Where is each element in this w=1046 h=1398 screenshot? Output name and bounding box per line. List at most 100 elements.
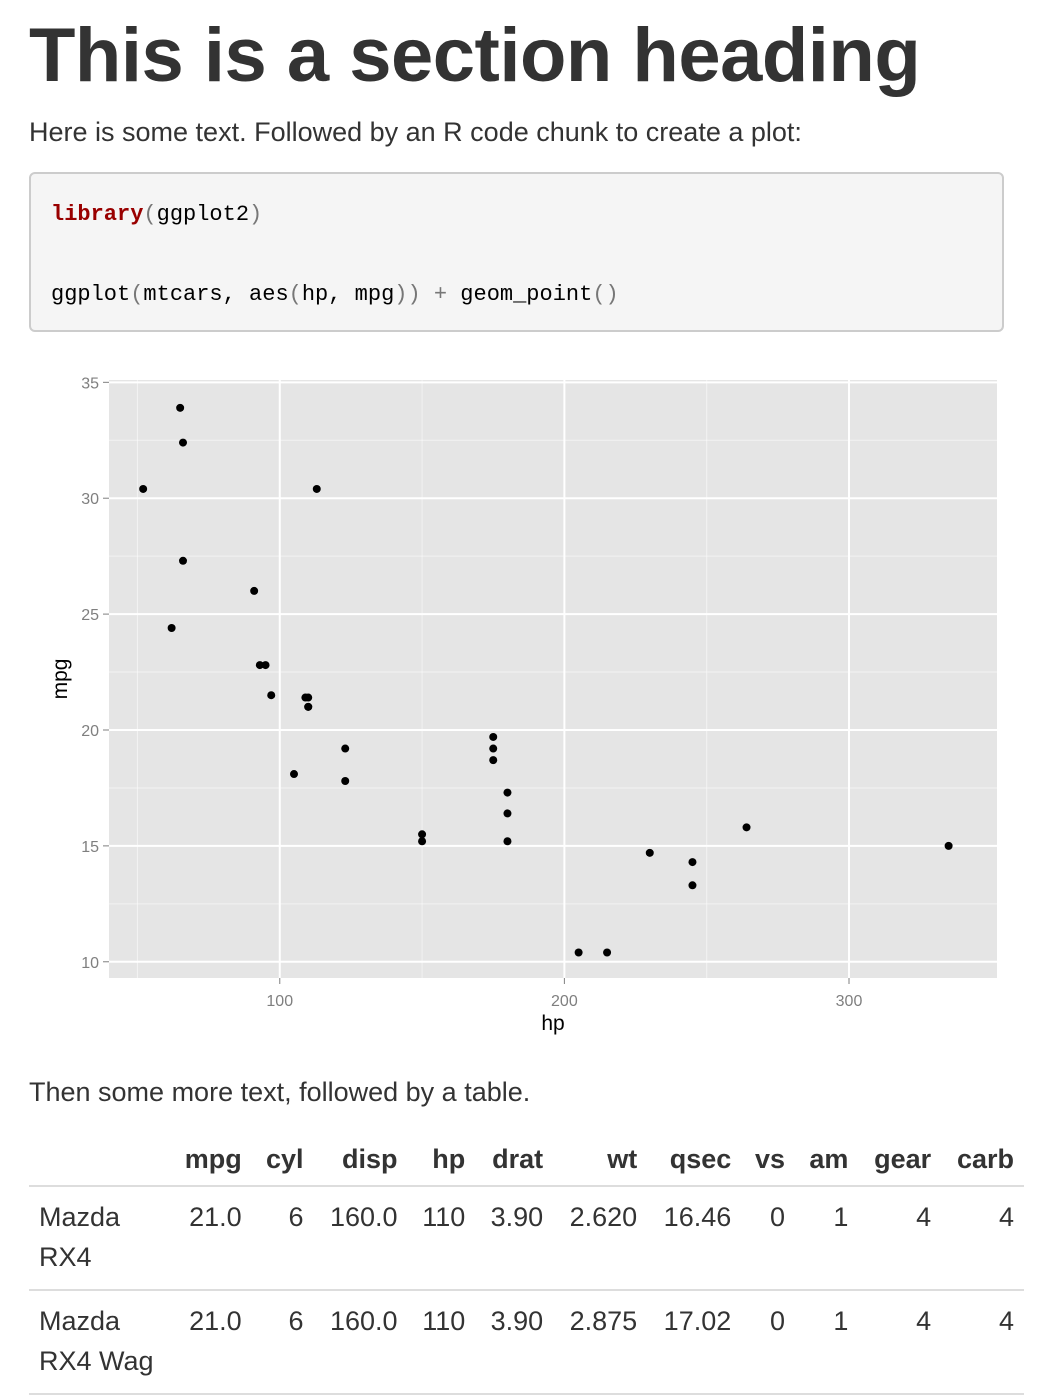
column-header: gear [858,1138,942,1187]
column-header: cyl [251,1138,314,1187]
scatter-plot: 100 200 300 10 15 20 25 30 35 hp mpg [49,375,997,1035]
code-fn-ggplot: ggplot [51,282,131,307]
section-heading: This is a section heading [29,13,921,98]
data-point [418,830,427,839]
column-header: drat [475,1138,554,1187]
column-header: carb [941,1138,1024,1187]
data-point [267,691,276,700]
column-header: wt [553,1138,648,1187]
table-cell: 160.0 [313,1186,408,1291]
table-cell: 0 [741,1290,795,1395]
y-tick-label: 35 [81,375,99,392]
table-cell: 3.90 [475,1290,554,1395]
data-point [489,744,498,753]
table-cell: 6 [251,1290,314,1395]
row-name: Mazda RX4 [29,1186,169,1291]
data-table: mpg cyl disp hp drat wt qsec vs am gear … [29,1138,1024,1395]
table-cell: 4 [858,1290,942,1395]
data-point [688,858,697,867]
y-tick-label: 20 [81,723,99,740]
code-fn-aes: aes [249,282,289,307]
x-axis-title: hp [541,1012,564,1035]
table-cell: 4 [941,1186,1024,1291]
data-point [418,837,427,846]
plot-panel [109,380,997,978]
y-tick-label: 10 [81,955,99,972]
code-arg: mtcars, [143,282,250,307]
data-point [179,556,187,565]
column-header: vs [741,1138,795,1187]
data-point [503,837,512,846]
data-point [742,823,751,832]
data-point [503,788,512,797]
x-tick-label: 100 [266,993,293,1010]
data-point [574,948,583,957]
data-point [301,693,310,702]
table-cell: 2.620 [553,1186,648,1291]
code-paren: ( [130,282,144,307]
code-arg: ggplot2 [156,202,250,227]
y-axis-title: mpg [49,659,72,700]
table-cell: 6 [251,1186,314,1291]
intro-paragraph: Here is some text. Followed by an R code… [29,117,802,147]
data-point [176,403,185,412]
table-header-row: mpg cyl disp hp drat wt qsec vs am gear … [29,1138,1024,1187]
table-cell: 2.875 [553,1290,648,1395]
data-point [341,744,350,753]
data-point [250,586,259,595]
data-point [944,841,953,850]
x-tick-label: 200 [551,993,578,1010]
code-fn-geom-point: geom_point [460,282,593,307]
column-header: qsec [647,1138,742,1187]
table-row: Mazda RX4 21.0 6 160.0 110 3.90 2.620 16… [29,1186,1024,1291]
data-point [489,732,498,741]
table-cell: 110 [407,1290,476,1395]
table-cell: 1 [795,1186,859,1291]
column-header: am [795,1138,859,1187]
data-point [688,881,697,890]
code-keyword-library: library [51,202,144,227]
code-chunk: library(ggplot2) ggplot(mtcars, aes(hp, … [29,172,1004,332]
code-paren: ( [143,202,157,227]
table-cell: 1 [795,1290,859,1395]
code-arg: hp, mpg [301,282,395,307]
more-text-paragraph: Then some more text, followed by a table… [29,1077,531,1107]
column-header: hp [407,1138,476,1187]
table-cell: 4 [858,1186,942,1291]
data-point [645,848,654,857]
table-cell: 4 [941,1290,1024,1395]
data-point [255,661,264,670]
data-point [304,702,313,711]
data-point [312,484,321,493]
column-header: mpg [169,1138,252,1187]
code-line-ggplot: ggplot(mtcars, aes(hp, mpg)) + geom_poin… [51,282,619,307]
code-paren: () [592,282,619,307]
code-paren: ) [249,202,263,227]
x-tick-label: 300 [836,993,863,1010]
data-point [290,770,298,779]
y-tick-label: 15 [81,839,99,856]
table-cell: 0 [741,1186,795,1291]
column-header: disp [313,1138,408,1187]
code-paren: ( [288,282,302,307]
table-cell: 16.46 [647,1186,742,1291]
row-name: Mazda RX4 Wag [29,1290,169,1395]
code-operator: + [420,282,461,307]
column-header [29,1138,169,1187]
table-cell: 110 [407,1186,476,1291]
data-point [139,484,148,493]
data-point [261,661,270,670]
data-point [179,438,187,447]
table-cell: 17.02 [647,1290,742,1395]
table-cell: 21.0 [169,1290,252,1395]
table-cell: 3.90 [475,1186,554,1291]
data-point [489,756,498,765]
data-point [167,624,176,633]
data-point [341,776,350,785]
y-tick-label: 30 [81,491,99,508]
table-cell: 21.0 [169,1186,252,1291]
code-line-library: library(ggplot2) [51,202,262,227]
code-paren: )) [394,282,421,307]
table-row: Mazda RX4 Wag 21.0 6 160.0 110 3.90 2.87… [29,1290,1024,1395]
table-cell: 160.0 [313,1290,408,1395]
